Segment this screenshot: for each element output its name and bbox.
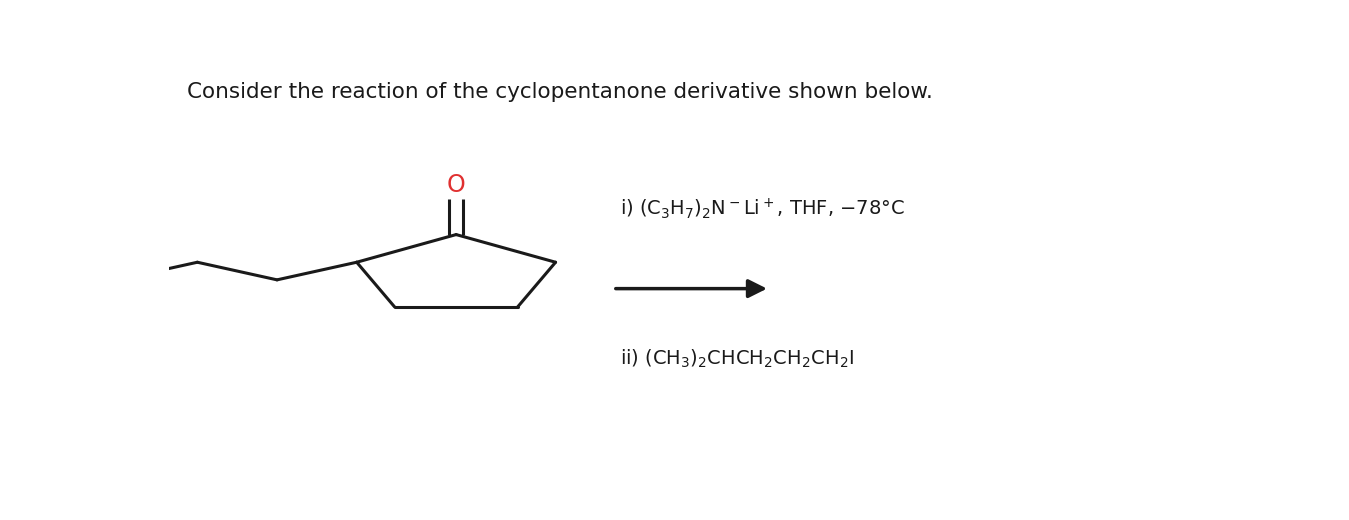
Text: Consider the reaction of the cyclopentanone derivative shown below.: Consider the reaction of the cyclopentan… bbox=[188, 82, 934, 102]
Text: O: O bbox=[447, 173, 465, 197]
Text: i) (C$_3$H$_7$)$_2$N$^-$Li$^+$, THF, $-$78°C: i) (C$_3$H$_7$)$_2$N$^-$Li$^+$, THF, $-$… bbox=[621, 196, 905, 221]
Text: ii) (CH$_3$)$_2$CHCH$_2$CH$_2$CH$_2$I: ii) (CH$_3$)$_2$CHCH$_2$CH$_2$CH$_2$I bbox=[621, 347, 854, 370]
